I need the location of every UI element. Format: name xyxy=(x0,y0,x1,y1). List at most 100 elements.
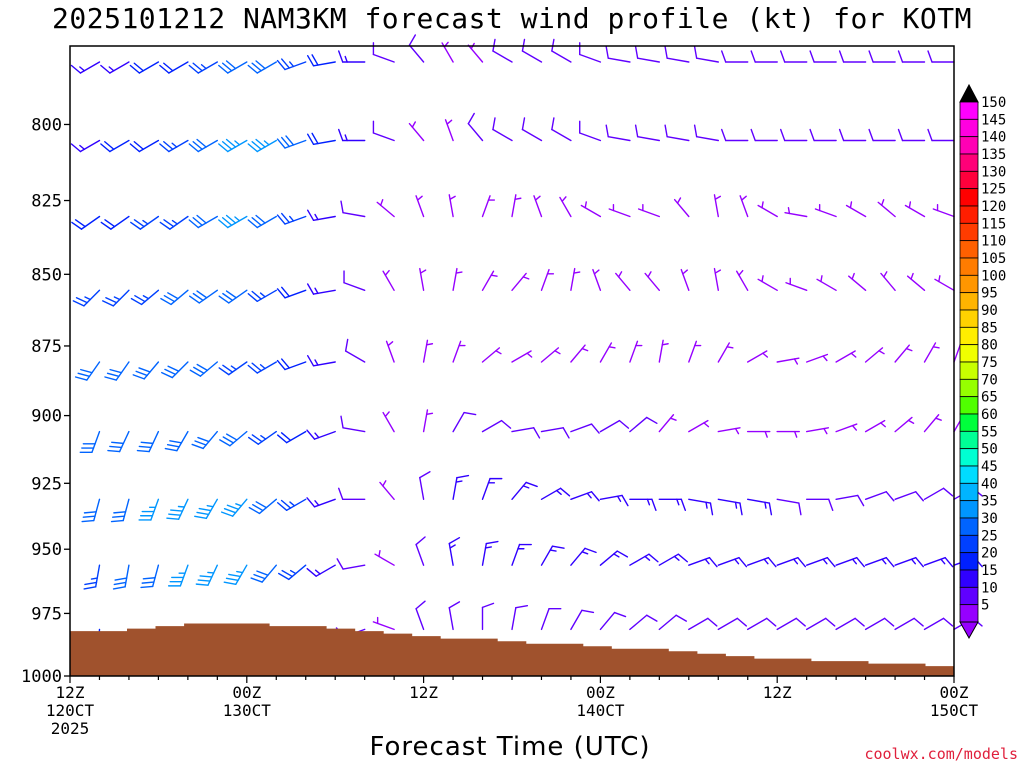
barb-flag xyxy=(280,432,292,442)
wind-barb xyxy=(629,498,657,511)
wind-barb xyxy=(838,50,867,63)
barb-flag xyxy=(255,60,266,70)
colorbar-segment xyxy=(959,188,979,207)
wind-barb xyxy=(372,42,395,63)
wind-barb xyxy=(658,339,669,363)
barb-flag xyxy=(590,423,600,434)
barb-flag xyxy=(885,491,895,502)
barb-flag xyxy=(74,376,88,381)
barb-staff xyxy=(580,204,602,218)
barb-flag xyxy=(228,573,242,578)
wind-barb xyxy=(540,268,555,291)
barb-staff xyxy=(374,553,395,566)
colorbar-label: 30 xyxy=(981,511,998,527)
colorbar-segment xyxy=(959,517,979,536)
colorbar-label: 55 xyxy=(981,424,998,440)
barb-flag xyxy=(415,600,426,610)
wind-barb xyxy=(408,121,425,142)
barb-half-flag xyxy=(561,196,567,203)
barb-flag xyxy=(130,221,142,230)
barb-half-flag xyxy=(661,343,669,346)
wind-barb xyxy=(599,494,629,507)
wind-barb xyxy=(338,128,366,142)
wind-barb xyxy=(845,201,867,218)
wind-barb xyxy=(419,471,431,500)
barb-staff xyxy=(452,267,458,291)
barb-flag xyxy=(750,50,756,63)
barb-half-flag xyxy=(495,350,502,355)
barb-flag xyxy=(613,611,627,618)
wind-barb xyxy=(415,195,425,218)
barb-flag xyxy=(276,434,288,444)
barb-half-flag xyxy=(178,572,186,574)
barb-flag xyxy=(579,42,581,56)
barb-staff xyxy=(570,267,576,291)
barb-flag xyxy=(100,221,112,230)
wind-barb xyxy=(104,361,130,381)
x-tick-label: 120CT xyxy=(46,701,95,720)
barb-flag xyxy=(675,614,687,622)
barb-staff xyxy=(923,342,937,363)
barb-flag xyxy=(75,297,88,304)
barb-flag xyxy=(646,416,658,425)
barb-staff xyxy=(923,617,945,631)
barb-half-flag xyxy=(554,350,561,355)
barb-staff xyxy=(615,272,631,291)
wind-barb xyxy=(894,491,924,502)
barb-staff xyxy=(179,564,189,587)
wind-barb xyxy=(276,212,307,225)
barb-staff xyxy=(231,498,248,517)
barb-staff xyxy=(444,119,454,142)
barb-flag xyxy=(338,50,344,63)
barb-flag xyxy=(838,128,845,142)
barb-staff xyxy=(570,491,593,500)
barb-staff xyxy=(312,139,336,146)
barb-half-flag xyxy=(171,219,178,225)
wind-barb xyxy=(570,423,600,434)
barb-staff xyxy=(629,553,650,566)
wind-barb xyxy=(521,38,543,63)
x-tick-label: 12Z xyxy=(409,683,438,702)
y-tick-label: 925 xyxy=(31,474,62,494)
barb-staff xyxy=(533,195,543,218)
barb-staff xyxy=(540,487,562,500)
barb-staff xyxy=(658,614,677,631)
barb-flag xyxy=(140,515,154,517)
barb-flag xyxy=(226,504,240,510)
barb-half-flag xyxy=(234,140,241,146)
barb-flag xyxy=(188,295,200,304)
barb-flag xyxy=(112,515,126,518)
barb-flag xyxy=(648,553,659,563)
barb-half-flag xyxy=(314,213,319,221)
barb-staff xyxy=(198,289,219,304)
barb-flag xyxy=(485,540,499,545)
barb-half-flag xyxy=(235,503,243,507)
barb-flag xyxy=(129,143,141,153)
barb-flag xyxy=(83,586,97,590)
barb-staff xyxy=(422,409,429,433)
wind-barb xyxy=(343,270,366,291)
barb-half-flag xyxy=(382,480,387,487)
wind-barb xyxy=(340,415,366,433)
barb-half-flag xyxy=(425,343,434,346)
barb-flag xyxy=(579,120,581,134)
wind-barb xyxy=(159,139,189,153)
barb-flag xyxy=(780,128,786,142)
barb-flag xyxy=(736,617,748,627)
colorbar-segment xyxy=(959,136,979,155)
wind-barb xyxy=(540,545,565,566)
barb-staff xyxy=(342,427,366,433)
barb-staff xyxy=(448,542,454,566)
source-credit: coolwx.com/models xyxy=(864,745,1018,763)
barb-staff xyxy=(521,128,543,142)
barb-half-flag xyxy=(793,358,799,365)
barb-flag xyxy=(883,617,895,627)
barb-flag xyxy=(105,297,118,304)
y-tick-label: 800 xyxy=(31,115,62,135)
barb-flag xyxy=(372,42,375,56)
colorbar-label: 40 xyxy=(981,476,998,492)
barb-flag xyxy=(838,50,845,63)
barb-half-flag xyxy=(932,346,940,349)
colorbar-segment xyxy=(959,326,979,346)
barb-half-flag xyxy=(616,495,622,503)
